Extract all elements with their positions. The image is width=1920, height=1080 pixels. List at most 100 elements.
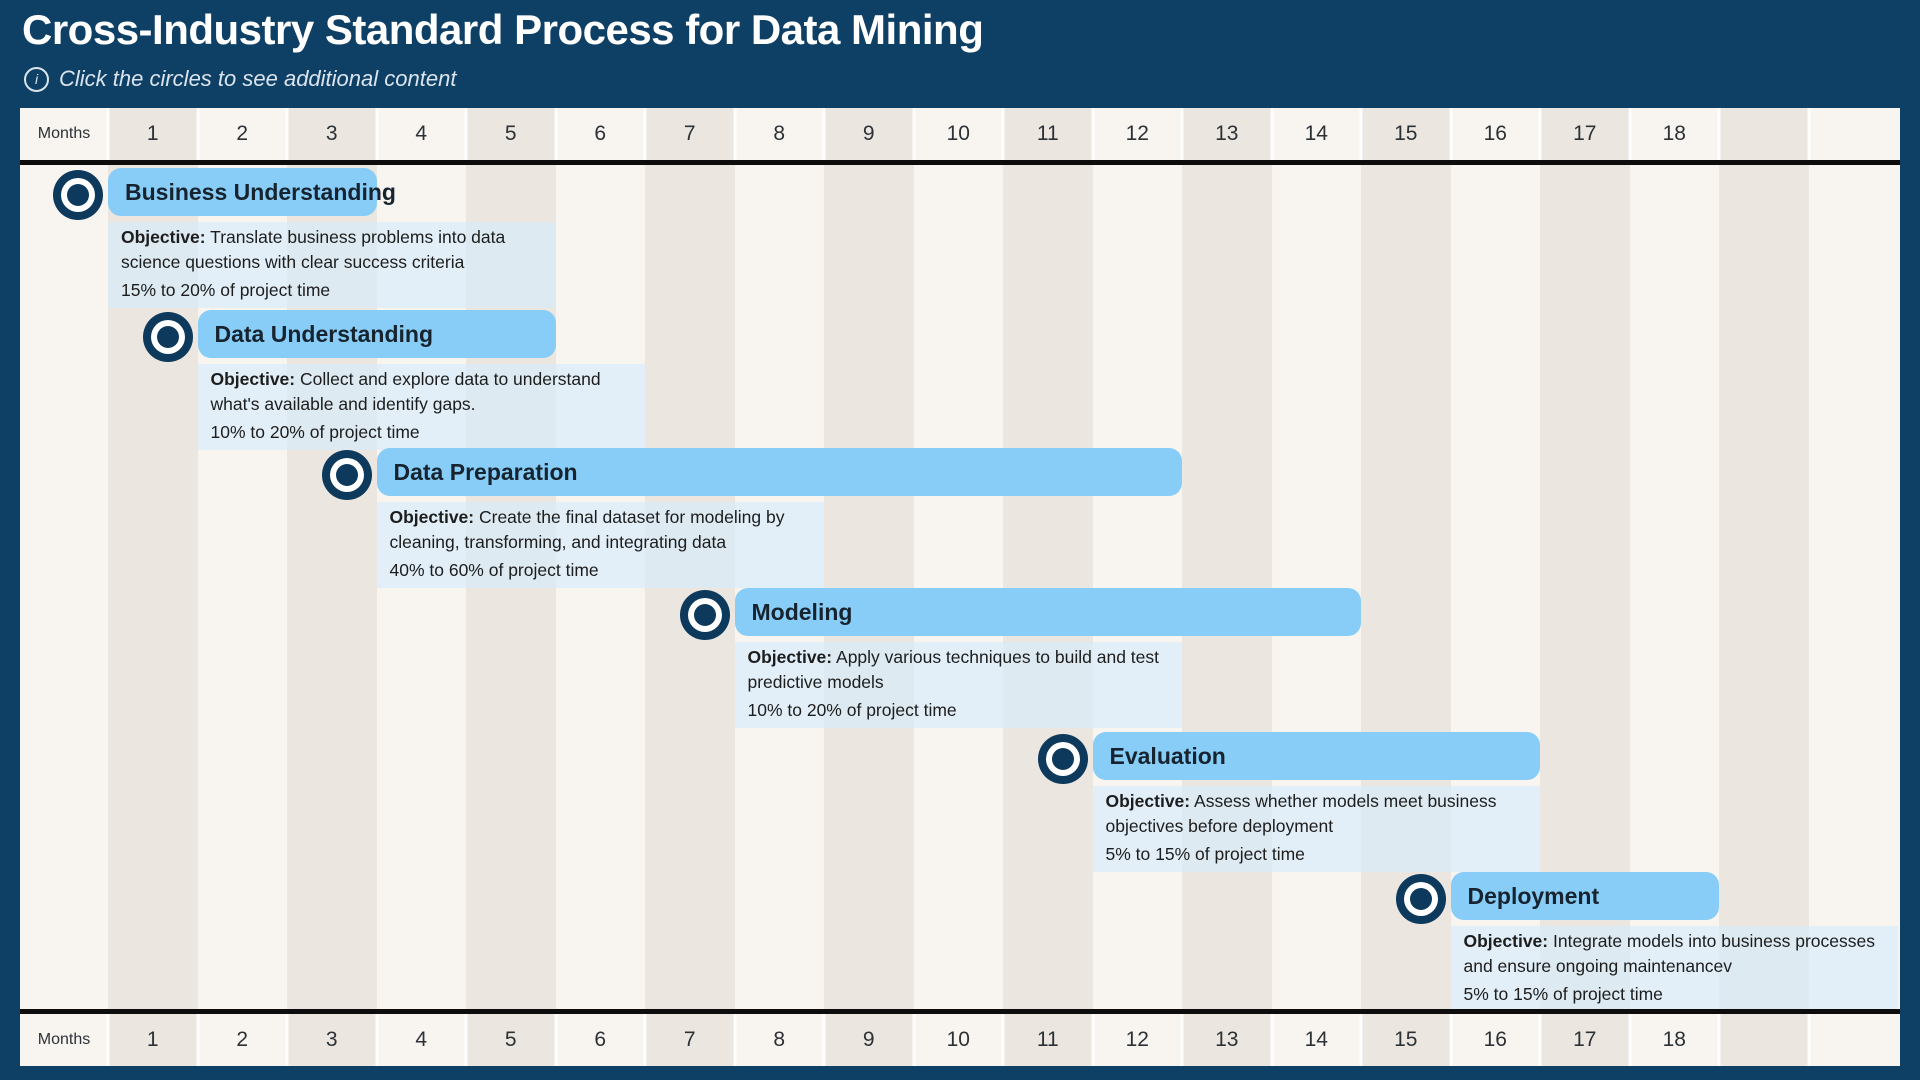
circle-button-deployment[interactable] — [1409, 888, 1432, 910]
circle-button-data-preparation[interactable] — [335, 464, 358, 486]
column-separator — [643, 1014, 647, 1066]
column-separator — [106, 108, 110, 160]
month-column-stripe — [1450, 108, 1541, 1066]
objective-text: Objective: Translate business problems i… — [121, 227, 506, 272]
objective-label: Objective: — [121, 227, 206, 247]
time-allocation-text: 40% to 60% of project time — [389, 560, 599, 580]
column-separator — [1717, 108, 1721, 160]
month-column-stripe — [824, 108, 914, 1066]
month-cell: 4 — [415, 122, 428, 145]
phase-bar-modeling: Modeling — [734, 588, 1361, 636]
column-separator — [554, 108, 557, 160]
phase-bar-business-understanding: Business Understanding — [108, 168, 396, 216]
column-separator — [1807, 1014, 1810, 1066]
phase-bar-label: Deployment — [1467, 882, 1600, 909]
column-separator — [1449, 108, 1452, 160]
month-cell: 6 — [594, 1028, 607, 1051]
objective-label: Objective: — [210, 369, 296, 389]
month-cell: 5 — [504, 1028, 517, 1051]
month-cell: 9 — [862, 1028, 875, 1051]
month-cell — [1809, 1014, 1899, 1066]
column-separator — [912, 108, 915, 160]
column-separator — [1091, 1014, 1094, 1066]
subtitle-text: Click the circles to see additional cont… — [59, 66, 457, 91]
month-cell: 7 — [683, 1028, 696, 1051]
objective-text: Objective: Integrate models into busines… — [1463, 931, 1875, 976]
column-separator — [1538, 108, 1542, 160]
month-cell: 17 — [1573, 122, 1597, 145]
circle-button-business-understanding[interactable] — [67, 184, 89, 206]
circle-button-evaluation[interactable] — [1051, 748, 1074, 770]
column-separator — [1807, 108, 1810, 160]
column-separator — [1270, 108, 1273, 160]
months-axis-label: Months — [37, 1031, 91, 1048]
month-cell: 14 — [1304, 1028, 1328, 1051]
month-column-stripe — [1629, 108, 1720, 1066]
month-cell: 12 — [1125, 122, 1149, 145]
month-cell — [1719, 1014, 1809, 1066]
phase-objective-panel-data-understanding: Objective: Collect and explore data to u… — [197, 364, 645, 450]
column-separator — [1180, 1014, 1184, 1066]
phase-bar-label: Business Understanding — [125, 178, 396, 205]
column-separator — [1717, 1014, 1721, 1066]
time-allocation-text: 15% to 20% of project time — [121, 280, 331, 300]
month-cell: 10 — [946, 1028, 970, 1051]
objective-label: Objective: — [1463, 931, 1549, 951]
month-cell: 2 — [236, 122, 249, 145]
column-separator — [1001, 108, 1005, 160]
column-separator — [1359, 108, 1363, 160]
objective-label: Objective: — [1105, 791, 1191, 811]
month-cell: 11 — [1036, 1028, 1059, 1051]
month-cell: 1 — [146, 122, 159, 145]
phase-bar-deployment: Deployment — [1450, 872, 1719, 920]
time-allocation-text: 10% to 20% of project time — [747, 700, 957, 720]
column-separator — [285, 108, 289, 160]
month-cell: 2 — [236, 1028, 249, 1051]
column-separator — [1628, 108, 1631, 160]
column-separator — [1001, 1014, 1005, 1066]
month-column-stripe — [1540, 108, 1630, 1066]
column-separator — [106, 1014, 110, 1066]
objective-text: Objective: Assess whether models meet bu… — [1105, 791, 1497, 836]
header-divider-line — [20, 160, 1900, 165]
info-icon: i — [24, 66, 49, 92]
column-separator — [822, 108, 826, 160]
month-column-stripe — [1003, 108, 1093, 1066]
column-separator — [554, 1014, 557, 1066]
month-column-stripe — [1182, 108, 1272, 1066]
month-column-stripe — [1719, 108, 1809, 1066]
month-cell: 9 — [862, 122, 875, 145]
column-separator — [1359, 1014, 1363, 1066]
month-cell: 15 — [1394, 1028, 1418, 1051]
months-header-bottom: Months 1 2 3 4 5 6 7 8 9 10 11 12 13 14 15 16 17 18 — [20, 1014, 1900, 1066]
month-cell: 16 — [1483, 122, 1507, 145]
time-allocation-text: 5% to 15% of project time — [1105, 844, 1305, 864]
month-column-stripe — [1361, 108, 1451, 1066]
column-separator — [196, 108, 199, 160]
objective-text: Objective: Create the final dataset for … — [389, 507, 785, 552]
column-separator — [285, 1014, 289, 1066]
phase-objective-panel-business-understanding: Objective: Translate business problems i… — [108, 222, 556, 308]
column-separator — [196, 1014, 199, 1066]
month-column-stripe — [1092, 108, 1183, 1066]
column-separator — [375, 108, 378, 160]
circle-button-modeling[interactable] — [693, 604, 716, 626]
phase-bar-label: Evaluation — [1109, 742, 1226, 769]
phase-objective-panel-deployment: Objective: Integrate models into busines… — [1450, 926, 1898, 1012]
month-cell: 3 — [325, 1028, 338, 1051]
month-cell: 12 — [1125, 1028, 1149, 1051]
month-column-stripe — [913, 108, 1004, 1066]
month-cell: 13 — [1215, 122, 1239, 145]
phase-bar-data-understanding: Data Understanding — [197, 310, 556, 358]
month-column-stripe — [1808, 108, 1899, 1066]
circle-button-data-understanding[interactable] — [156, 326, 179, 348]
phase-objective-panel-data-preparation: Objective: Create the final dataset for … — [376, 502, 824, 588]
column-separator — [1628, 1014, 1631, 1066]
subtitle: i Click the circles to see additional co… — [24, 66, 456, 92]
phase-bar-evaluation: Evaluation — [1092, 732, 1540, 780]
month-cell: 3 — [325, 122, 338, 145]
objective-text: Objective: Apply various techniques to b… — [747, 647, 1160, 692]
months-axis-label: Months — [37, 125, 91, 142]
phase-objective-panel-evaluation: Objective: Assess whether models meet bu… — [1092, 786, 1540, 872]
column-separator — [1449, 1014, 1452, 1066]
